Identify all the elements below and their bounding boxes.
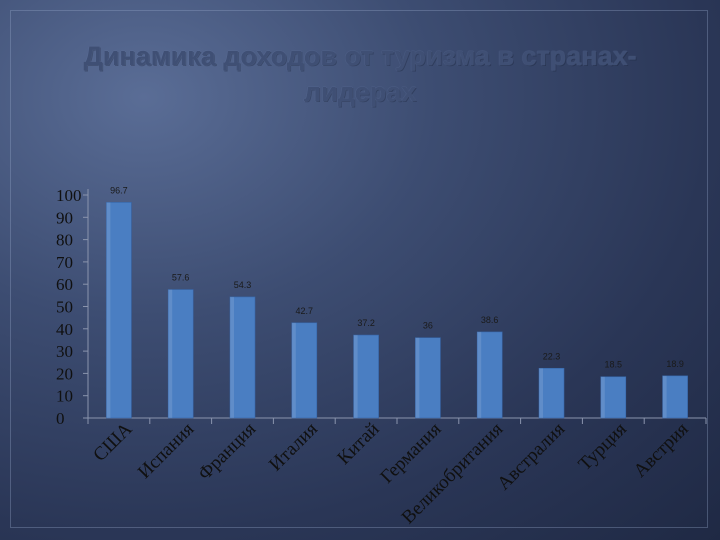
category-label: США (89, 418, 136, 465)
bar (229, 296, 256, 419)
category-label: Италия (265, 419, 322, 476)
y-tick-label: 90 (56, 208, 73, 227)
slide-frame (10, 10, 708, 528)
category-label: Испания (134, 419, 198, 483)
y-tick-label: 0 (56, 409, 65, 428)
data-label: 38.6 (481, 315, 499, 325)
bar (167, 289, 194, 419)
bar-highlight (662, 375, 667, 418)
data-label: 42.7 (296, 306, 314, 316)
bar-highlight (539, 368, 543, 418)
y-tick-label: 10 (56, 387, 73, 406)
bar (291, 322, 318, 419)
data-label: 18.5 (605, 360, 623, 370)
category-label: Китай (333, 419, 383, 469)
y-tick-label: 20 (56, 364, 73, 383)
category-label: Франция (194, 419, 260, 485)
category-label: Австрия (630, 419, 693, 482)
data-label: 96.7 (110, 185, 128, 195)
category-label: Турция (574, 419, 631, 476)
bar-highlight (291, 322, 296, 418)
data-label: 57.6 (172, 273, 190, 283)
y-tick-label: 30 (56, 342, 73, 361)
bar (600, 376, 627, 419)
y-tick-label: 50 (56, 298, 73, 317)
y-tick-label: 100 (56, 186, 82, 205)
bar-highlight (168, 289, 173, 418)
bar-highlight (600, 376, 605, 418)
bar (106, 202, 132, 419)
data-label: 22.3 (543, 351, 561, 361)
bar-highlight (230, 296, 234, 418)
data-label: 36 (423, 321, 433, 331)
bar-highlight (477, 331, 482, 418)
data-label: 37.2 (357, 318, 375, 328)
data-label: 54.3 (234, 280, 252, 290)
y-tick-label: 60 (56, 275, 73, 294)
bar-highlight (353, 335, 358, 418)
bar (353, 334, 379, 419)
bar-highlight (106, 202, 111, 418)
y-tick-label: 80 (56, 231, 73, 250)
data-label: 18.9 (666, 359, 684, 369)
bar (538, 367, 565, 419)
bar (662, 375, 688, 419)
category-label: Австралия (493, 419, 569, 495)
y-tick-label: 70 (56, 253, 73, 272)
chart-title: Динамика доходов от туризма в странах-ли… (83, 41, 637, 107)
y-tick-label: 40 (56, 320, 73, 339)
bar-highlight (415, 337, 420, 418)
bar (476, 331, 503, 419)
bar (415, 337, 441, 419)
